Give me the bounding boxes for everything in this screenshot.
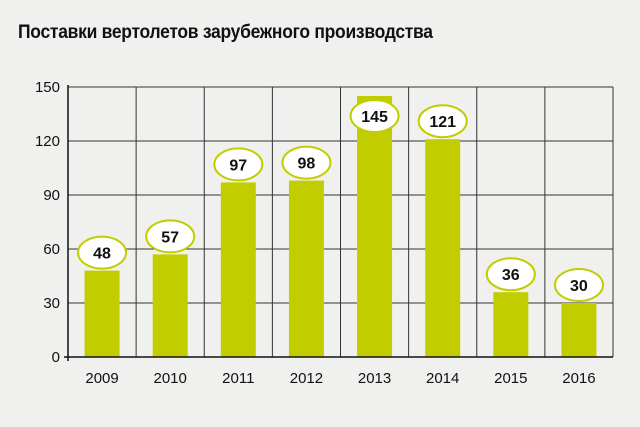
chart-title: Поставки вертолетов зарубежного производ… [18,22,433,43]
data-labels: 48 57 97 98 145 121 36 30 [77,99,604,302]
y-tick-label: 150 [35,79,60,96]
y-tick-labels: 0 30 60 90 120 150 [35,79,60,366]
x-tick-label: 2013 [358,370,391,387]
axes [64,85,613,361]
data-label: 121 [429,114,456,131]
data-label-bubble [213,147,264,182]
x-tick-label: 2010 [154,370,187,387]
data-label-bubble [77,235,128,270]
bar [152,254,188,357]
data-label-bubble [553,268,604,302]
data-label: 97 [229,157,247,174]
data-label: 145 [361,109,388,126]
x-tick-labels: 2009 2010 2011 2012 2013 2014 2015 2016 [85,370,595,387]
data-label: 98 [298,156,316,173]
bar [84,270,120,357]
data-label-bubble [349,99,400,133]
y-tick-label: 30 [43,295,60,312]
bars [84,96,597,357]
data-label: 48 [93,246,111,263]
x-tick-label: 2015 [494,370,527,387]
data-label-bubble [417,104,468,139]
x-tick-label: 2016 [562,370,595,387]
x-tick-label: 2012 [290,370,323,387]
bar [357,96,393,357]
bar [493,292,529,357]
data-label-bubble [145,219,196,254]
y-tick-label: 120 [35,133,60,150]
x-tick-label: 2009 [85,370,118,387]
y-tick-label: 0 [52,349,60,366]
x-tick-label: 2014 [426,370,459,387]
data-label: 30 [570,278,588,295]
y-tick-label: 60 [43,241,60,258]
bar [288,180,324,357]
x-tick-label: 2011 [222,370,254,387]
grid-lines [68,86,614,358]
data-label: 36 [502,267,520,284]
bar [220,182,256,357]
bar [425,139,461,357]
bar [561,303,597,357]
y-tick-label: 90 [43,187,60,204]
data-label-bubble [485,257,536,292]
data-label: 57 [161,229,179,246]
data-label-bubble [281,145,332,180]
